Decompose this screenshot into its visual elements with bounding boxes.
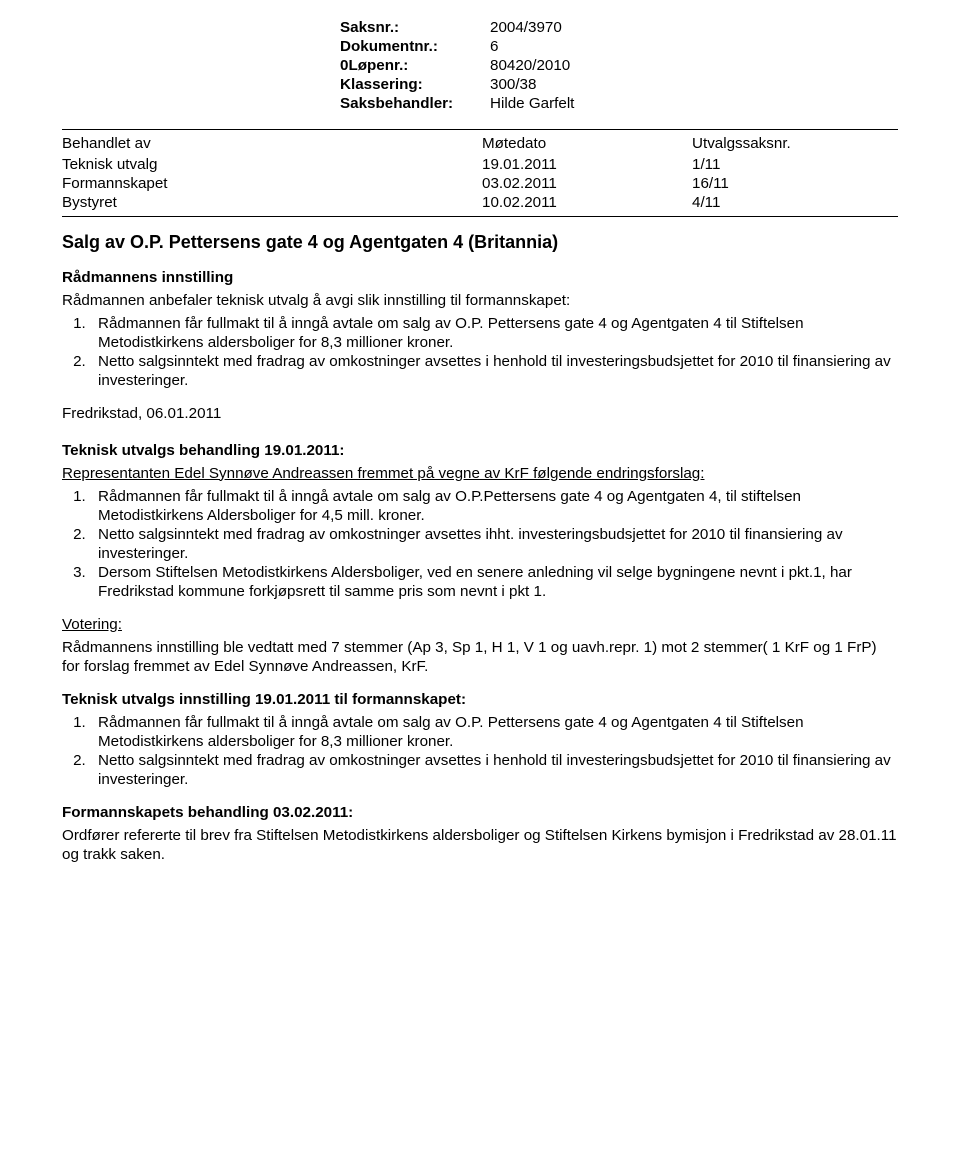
cell: Bystyret [62,193,482,212]
cell: 10.02.2011 [482,193,692,212]
document-page: Saksnr.: 2004/3970 Dokumentnr.: 6 0Løpen… [0,0,960,898]
divider [62,216,898,217]
page-title: Salg av O.P. Pettersens gate 4 og Agentg… [62,231,898,254]
col-header: Møtedato [482,134,692,153]
list-item: Dersom Stiftelsen Metodistkirkens Alders… [90,563,898,601]
meta-row: 0Løpenr.: 80420/2010 [340,56,898,75]
meta-value: 300/38 [490,75,536,94]
section2-heading: Teknisk utvalgs behandling 19.01.2011: [62,441,898,460]
meta-value: 2004/3970 [490,18,562,37]
meta-value: 80420/2010 [490,56,570,75]
meta-row: Saksbehandler: Hilde Garfelt [340,94,898,113]
cell: 4/11 [692,193,892,212]
votering-text: Rådmannens innstilling ble vedtatt med 7… [62,638,898,676]
meta-label: Dokumentnr.: [340,37,490,56]
col-header: Utvalgssaksnr. [692,134,892,153]
radmannens-heading: Rådmannens innstilling [62,268,898,287]
section2-intro: Representanten Edel Synnøve Andreassen f… [62,464,898,483]
treatment-header: Behandlet av Møtedato Utvalgssaksnr. [62,134,898,153]
table-row: Formannskapet 03.02.2011 16/11 [62,174,898,193]
cell: 1/11 [692,155,892,174]
list-item: Rådmannen får fullmakt til å inngå avtal… [90,487,898,525]
radmannens-intro: Rådmannen anbefaler teknisk utvalg å avg… [62,291,898,310]
section3-heading: Teknisk utvalgs innstilling 19.01.2011 t… [62,690,898,709]
date-line: Fredrikstad, 06.01.2011 [62,404,898,423]
meta-row: Dokumentnr.: 6 [340,37,898,56]
meta-label: 0Løpenr.: [340,56,490,75]
cell: 19.01.2011 [482,155,692,174]
list-item: Netto salgsinntekt med fradrag av omkost… [90,751,898,789]
section4-text: Ordfører refererte til brev fra Stiftels… [62,826,898,864]
list-item: Rådmannen får fullmakt til å inngå avtal… [90,314,898,352]
cell: Formannskapet [62,174,482,193]
meta-label: Saksbehandler: [340,94,490,113]
meta-row: Klassering: 300/38 [340,75,898,94]
meta-row: Saksnr.: 2004/3970 [340,18,898,37]
table-row: Teknisk utvalg 19.01.2011 1/11 [62,155,898,174]
case-meta: Saksnr.: 2004/3970 Dokumentnr.: 6 0Løpen… [340,18,898,113]
section3-list: Rådmannen får fullmakt til å inngå avtal… [62,713,898,789]
table-row: Bystyret 10.02.2011 4/11 [62,193,898,212]
list-item: Netto salgsinntekt med fradrag av omkost… [90,352,898,390]
meta-value: 6 [490,37,498,56]
section2-list: Rådmannen får fullmakt til å inngå avtal… [62,487,898,601]
col-header: Behandlet av [62,134,482,153]
list-item: Rådmannen får fullmakt til å inngå avtal… [90,713,898,751]
divider [62,129,898,130]
votering-heading: Votering: [62,615,898,634]
section4-heading: Formannskapets behandling 03.02.2011: [62,803,898,822]
meta-value: Hilde Garfelt [490,94,574,113]
cell: Teknisk utvalg [62,155,482,174]
meta-label: Saksnr.: [340,18,490,37]
list-item: Netto salgsinntekt med fradrag av omkost… [90,525,898,563]
cell: 03.02.2011 [482,174,692,193]
cell: 16/11 [692,174,892,193]
meta-label: Klassering: [340,75,490,94]
radmannens-list: Rådmannen får fullmakt til å inngå avtal… [62,314,898,390]
